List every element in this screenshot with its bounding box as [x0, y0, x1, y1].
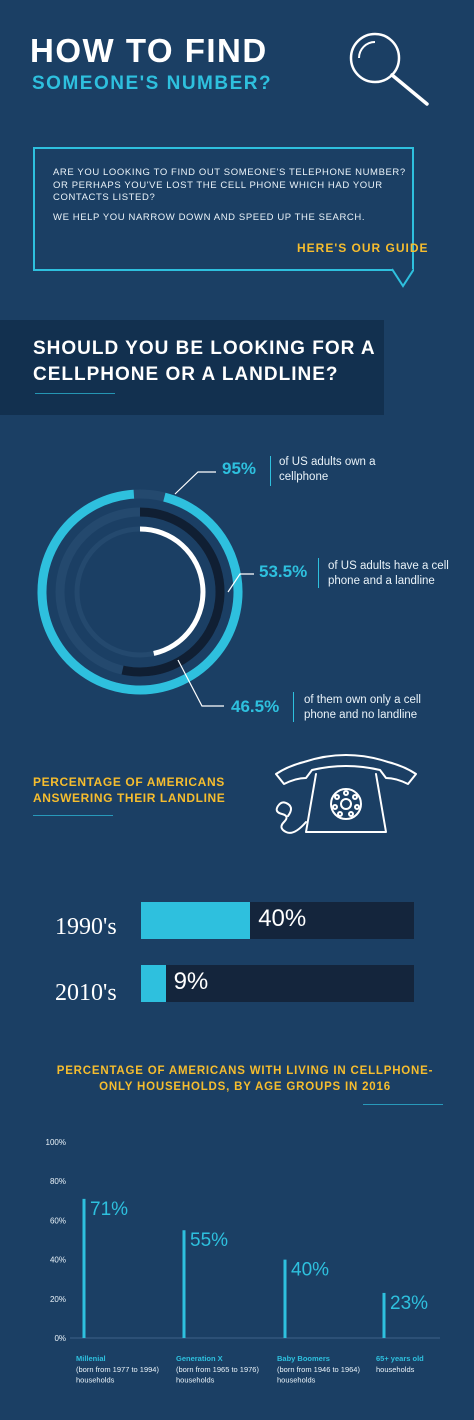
bar-value-label: 71% [90, 1199, 128, 1220]
section2-divider [33, 815, 113, 816]
rings-chart [37, 471, 254, 707]
bar-label-1990s: 1990's [55, 914, 117, 940]
category-sublabel: (born from 1965 to 1976) [176, 1365, 259, 1374]
category-sublabel: (born from 1946 to 1964) [277, 1365, 360, 1374]
ring-cell-only [139, 526, 206, 656]
ring-cell-and-landline [121, 507, 225, 677]
section3-divider [363, 1104, 443, 1105]
category-sublabel: households [376, 1365, 415, 1374]
intro-box [33, 147, 414, 271]
category-sublabel: households [76, 1376, 115, 1385]
bar-label-2010s: 2010's [55, 980, 117, 1006]
section3-title: PERCENTAGE OF AMERICANS WITH LIVING IN C… [56, 1065, 434, 1093]
y-tick-label: 0% [54, 1334, 66, 1343]
leader-line-both [227, 573, 254, 593]
intro-box-pointer [392, 266, 414, 288]
stat-both-text: of US adults have a cell phone and a lan… [328, 560, 449, 587]
category-sublabel: households [277, 1376, 316, 1385]
category-sublabel: households [176, 1376, 215, 1385]
stat-cellphone-text: of US adults own a cellphone [279, 456, 376, 483]
page-title: HOW TO FIND [30, 32, 268, 69]
section1-divider [35, 393, 115, 394]
bar-value-1990s: 40% [258, 905, 307, 932]
category-sublabel: (born from 1977 to 1994) [76, 1365, 159, 1374]
stat-divider [318, 558, 319, 588]
leader-line-cellphone [174, 471, 216, 495]
rotary-phone-icon [275, 754, 417, 834]
category-label: Generation X [176, 1354, 223, 1363]
y-tick-label: 40% [50, 1256, 66, 1265]
guide-link[interactable]: HERE'S OUR GUIDE [297, 241, 429, 255]
stat-cell-only-text: of them own only a cell phone and no lan… [304, 694, 421, 721]
leader-line-cell-only [177, 659, 224, 707]
category-label: Millenial [76, 1354, 106, 1363]
intro-question: ARE YOU LOOKING TO FIND OUT SOMEONE'S TE… [53, 167, 406, 203]
y-tick-label: 60% [50, 1216, 66, 1225]
intro-help-text: WE HELP YOU NARROW DOWN AND SPEED UP THE… [53, 212, 366, 223]
y-tick-label: 80% [50, 1177, 66, 1186]
age-group-chart: 0% 20% 40% 60% 80% 100% 71% Millenial (born from… [46, 1138, 440, 1385]
section1-title: SHOULD YOU BE LOOKING FOR A CELLPHONE OR… [33, 338, 375, 385]
bar-value-2010s: 9% [173, 968, 209, 995]
page-subtitle: SOMEONE'S NUMBER? [32, 73, 273, 94]
bar-value-label: 23% [390, 1293, 428, 1314]
bar-value-label: 55% [190, 1230, 228, 1251]
bar-value-label: 40% [291, 1260, 329, 1281]
section2-title: PERCENTAGE OF AMERICANS ANSWERING THEIR … [33, 775, 226, 805]
category-label: 65+ years old [376, 1354, 424, 1363]
ring-cellphone [37, 489, 243, 695]
bar-track: 40% [141, 902, 414, 939]
y-tick-label: 20% [50, 1295, 66, 1304]
search-icon [349, 32, 429, 106]
stat-divider [270, 456, 271, 486]
stat-cell-only-value: 46.5% [231, 697, 280, 716]
y-tick-label: 100% [46, 1138, 66, 1147]
bar-1990s [141, 902, 251, 939]
stat-both-value: 53.5% [259, 562, 308, 581]
bar-2010s [141, 965, 166, 1002]
stat-divider [293, 692, 294, 722]
stat-cellphone-value: 95% [222, 459, 257, 478]
bar-track: 9% [141, 965, 414, 1002]
category-label: Baby Boomers [277, 1354, 330, 1363]
section1-band [0, 320, 384, 415]
